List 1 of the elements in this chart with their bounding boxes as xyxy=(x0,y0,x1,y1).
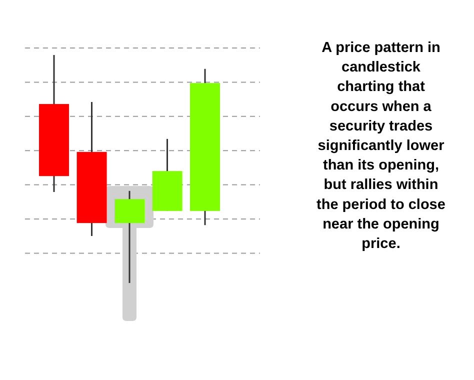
text: A price pattern in candlestick charting that occurs when a security trades significantly lower than its opening, but rallies within the period to close near the opening price. xyxy=(316,40,446,252)
